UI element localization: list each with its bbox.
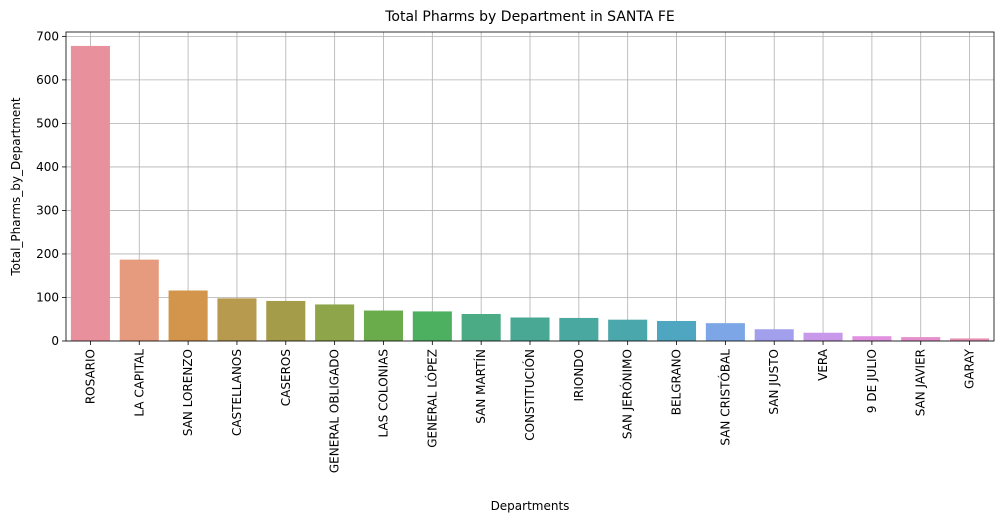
x-tick-label: SAN CRISTÓBAL xyxy=(717,349,732,446)
x-tick-label: IRIONDO xyxy=(572,349,586,402)
axes: 0 100 200 300 400 500 600 700 ROSARIO LA CAPITAL S… xyxy=(36,29,995,473)
bar xyxy=(608,319,648,341)
bar xyxy=(950,338,990,341)
y-tick-label: 600 xyxy=(36,73,59,87)
x-tick-label: GARAY xyxy=(963,348,977,389)
y-tick-label: 500 xyxy=(36,116,59,130)
y-tick-label: 700 xyxy=(36,29,59,43)
bar xyxy=(119,259,159,341)
x-tick-label: 9 DE JULIO xyxy=(865,349,879,413)
plot-frame xyxy=(65,31,995,342)
bar xyxy=(168,290,208,341)
x-tick-label: GENERAL LÓPEZ xyxy=(424,349,439,448)
x-tick-label: CASTELLANOS xyxy=(230,349,244,436)
bar xyxy=(461,314,501,341)
bars xyxy=(70,45,990,342)
y-tick-label: 200 xyxy=(36,247,59,261)
x-tick-label: GENERAL OBLIGADO xyxy=(328,349,342,473)
bar xyxy=(803,332,843,341)
bar xyxy=(363,310,404,341)
x-tick-label: LAS COLONIAS xyxy=(376,349,390,437)
bar xyxy=(412,311,452,341)
x-tick-label: SAN JERÓNIMO xyxy=(620,349,635,439)
x-tick-label: BELGRANO xyxy=(670,349,684,415)
y-tick-label: 400 xyxy=(36,160,59,174)
x-axis-label: Departments xyxy=(491,499,570,513)
bar xyxy=(315,304,355,341)
bar xyxy=(70,45,110,342)
x-tick-label: CONSTITUCIÓN xyxy=(522,349,537,441)
x-tick-label: LA CAPITAL xyxy=(132,349,146,417)
bar xyxy=(510,317,550,341)
bar xyxy=(656,320,697,341)
x-tick-label: SAN MARTÍN xyxy=(473,349,488,424)
bar xyxy=(852,336,892,341)
bar xyxy=(754,329,794,341)
x-tick-label: CASEROS xyxy=(279,349,293,406)
x-tick-label: SAN LORENZO xyxy=(181,349,195,436)
bar xyxy=(217,298,257,341)
y-tick-label: 100 xyxy=(36,290,59,304)
chart-title: Total Pharms by Department in SANTA FE xyxy=(384,9,675,25)
x-tick-label: SAN JAVIER xyxy=(914,349,928,416)
bar xyxy=(559,317,599,341)
y-tick-label: 300 xyxy=(36,203,59,217)
bar xyxy=(266,300,306,341)
bar xyxy=(705,323,745,341)
x-tick-label: VERA xyxy=(816,348,830,381)
gridlines xyxy=(66,32,994,342)
y-axis-label: Total_Pharms_by_Department xyxy=(9,97,23,277)
y-tick-label: 0 xyxy=(51,334,59,348)
x-tick-label: ROSARIO xyxy=(83,349,97,404)
bar xyxy=(901,337,941,341)
x-tick-label: SAN JUSTO xyxy=(767,349,781,415)
